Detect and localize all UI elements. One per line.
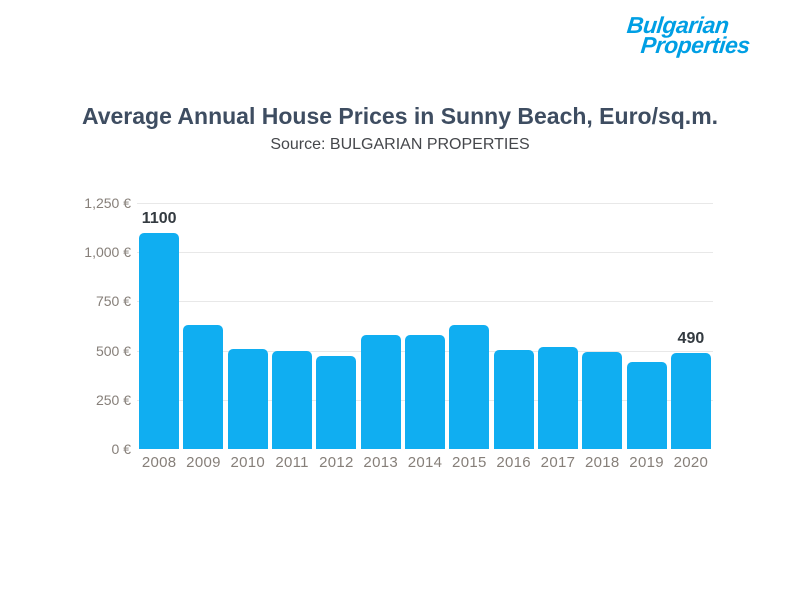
x-tick-2017: 2017: [540, 454, 576, 471]
bar-cell-2011: [270, 203, 314, 449]
bar-2011: [272, 350, 313, 449]
bar-cell-2020: 490: [669, 203, 713, 449]
bar-cell-2015: [447, 203, 491, 449]
bar-cell-2017: [536, 203, 580, 449]
x-tick-2011: 2011: [275, 454, 309, 471]
bar-2020: [670, 352, 711, 449]
x-tick-2015: 2015: [452, 454, 487, 471]
bar-cell-2019: [624, 203, 668, 449]
bar-cell-2016: [492, 203, 536, 449]
bar-value-label-2020: 490: [677, 329, 705, 347]
x-tick-2012: 2012: [319, 454, 354, 471]
bar-2009: [183, 325, 224, 449]
chart-title: Average Annual House Prices in Sunny Bea…: [81, 103, 719, 129]
bar-series: 1100 490: [137, 203, 713, 449]
bar-2016: [493, 349, 534, 449]
x-tick-2016: 2016: [496, 454, 531, 471]
bar-2019: [626, 362, 667, 449]
x-axis-labels: 2008 2009 2010 2011 2012 2013 2014 2015 2016 2017…: [137, 454, 713, 471]
gridline-1000: [137, 252, 713, 254]
y-tick-500: 500 €: [95, 342, 131, 359]
bar-2010: [227, 348, 268, 449]
chart-subtitle: Source: BULGARIAN PROPERTIES: [270, 136, 530, 153]
bar-2017: [537, 346, 578, 449]
x-tick-2013: 2013: [363, 454, 398, 471]
y-tick-1000: 1,000 €: [84, 244, 131, 261]
bar-cell-2012: [314, 203, 358, 449]
y-tick-0: 0 €: [111, 441, 131, 457]
bar-2015: [449, 325, 490, 449]
bar-cell-2008: 1100: [137, 203, 181, 449]
x-tick-2018: 2018: [584, 454, 620, 471]
x-tick-2014: 2014: [407, 454, 443, 471]
bar-2012: [316, 355, 357, 449]
bar-cell-2014: [403, 203, 447, 449]
x-tick-2009: 2009: [186, 454, 221, 471]
gridline-750: [137, 301, 713, 303]
bar-2013: [360, 334, 401, 449]
y-tick-1250: 1,250 €: [84, 195, 131, 211]
bar-cell-2013: [359, 203, 403, 449]
bar-2008: [139, 232, 180, 449]
x-tick-2010: 2010: [230, 454, 266, 471]
bar-2018: [582, 351, 623, 449]
y-tick-750: 750 €: [95, 293, 131, 310]
x-tick-2008: 2008: [141, 454, 177, 471]
bar-cell-2009: [181, 203, 225, 449]
bar-cell-2018: [580, 203, 624, 449]
y-tick-250: 250 €: [95, 391, 131, 408]
x-tick-2020: 2020: [673, 454, 709, 471]
gridline-1250: [137, 203, 713, 204]
x-tick-2019: 2019: [629, 454, 664, 471]
bar-2014: [405, 334, 446, 449]
bar-value-label-2008: 1100: [141, 209, 177, 227]
bar-cell-2010: [226, 203, 270, 449]
